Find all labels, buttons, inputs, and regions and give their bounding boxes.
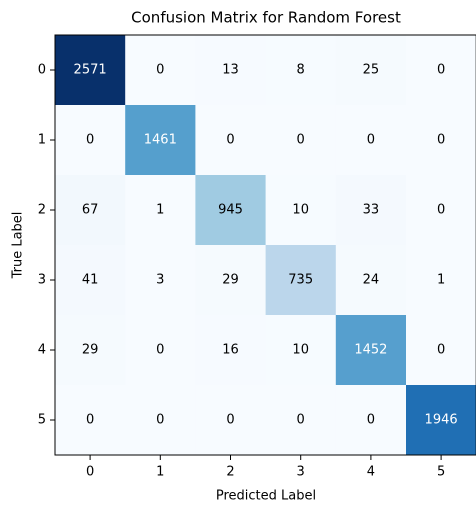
y-tick-label: 4 [38, 343, 46, 358]
cell [406, 385, 476, 456]
cell-label: 0 [156, 63, 164, 78]
cell [125, 385, 196, 456]
cell [125, 35, 196, 106]
cell [195, 175, 267, 246]
cell-label: 0 [156, 343, 164, 358]
cell [125, 175, 196, 246]
cell-label: 1461 [144, 133, 177, 148]
cell-label: 0 [367, 413, 375, 428]
cell [125, 245, 196, 316]
cell-label: 945 [218, 203, 243, 218]
x-tick-label: 1 [156, 465, 164, 480]
cell-label: 29 [222, 273, 239, 288]
y-tick-label: 2 [38, 203, 46, 218]
cell [265, 315, 337, 386]
x-tick-label: 5 [437, 465, 445, 480]
cell [265, 385, 337, 456]
cell [335, 105, 407, 176]
x-axis-label: Predicted Label [216, 489, 316, 504]
cell-label: 1 [156, 203, 164, 218]
cell [406, 175, 476, 246]
y-axis-label: True Label [11, 212, 26, 280]
y-tick-label: 5 [38, 413, 46, 428]
cell-label: 24 [363, 273, 380, 288]
cell [335, 315, 407, 386]
x-tick-label: 4 [367, 465, 375, 480]
cell [265, 35, 337, 106]
cell-label: 0 [226, 413, 234, 428]
cell-label: 0 [437, 343, 445, 358]
cell-label: 33 [363, 203, 380, 218]
cell-label: 1 [437, 273, 445, 288]
y-tick-label: 3 [38, 273, 46, 288]
cell [195, 315, 267, 386]
cell-label: 0 [437, 63, 445, 78]
cell [125, 315, 196, 386]
cell-label: 8 [297, 63, 305, 78]
cell-label: 0 [226, 133, 234, 148]
cell-label: 735 [288, 273, 313, 288]
cell-label: 0 [367, 133, 375, 148]
cell [265, 245, 337, 316]
cell [406, 105, 476, 176]
cell-label: 10 [292, 203, 309, 218]
chart-title: Confusion Matrix for Random Forest [131, 9, 401, 27]
x-tick-label: 0 [86, 465, 94, 480]
cell-label: 2571 [74, 63, 107, 78]
cell [406, 35, 476, 106]
y-tick-label: 0 [38, 63, 46, 78]
cell [195, 35, 267, 106]
cell-label: 29 [82, 343, 99, 358]
cell [335, 385, 407, 456]
cell-label: 16 [222, 343, 239, 358]
cell [55, 105, 126, 176]
cell-label: 67 [82, 203, 99, 218]
cell [195, 105, 267, 176]
cell-label: 25 [363, 63, 380, 78]
cell [195, 385, 267, 456]
cell [265, 105, 337, 176]
cell [55, 35, 126, 106]
cell-label: 0 [297, 413, 305, 428]
cell-label: 13 [222, 63, 239, 78]
cell [335, 245, 407, 316]
cell-label: 3 [156, 273, 164, 288]
cell-label: 0 [86, 133, 94, 148]
cell [406, 315, 476, 386]
cell-label: 0 [156, 413, 164, 428]
cell [125, 105, 196, 176]
y-tick-label: 1 [38, 133, 46, 148]
cell-label: 0 [297, 133, 305, 148]
x-tick-label: 2 [226, 465, 234, 480]
cell [406, 245, 476, 316]
cell-label: 1946 [425, 413, 458, 428]
cell-label: 0 [86, 413, 94, 428]
cell-label: 1452 [354, 343, 387, 358]
cell [265, 175, 337, 246]
x-tick-label: 3 [297, 465, 305, 480]
cell [55, 385, 126, 456]
cell-label: 41 [82, 273, 99, 288]
cell-label: 0 [437, 203, 445, 218]
cell-label: 10 [292, 343, 309, 358]
frame [54, 34, 476, 456]
cell [55, 175, 126, 246]
cell [335, 175, 407, 246]
cell [55, 315, 126, 386]
cell-label: 0 [437, 133, 445, 148]
cell [55, 245, 126, 316]
cell [195, 245, 267, 316]
cell [335, 35, 407, 106]
